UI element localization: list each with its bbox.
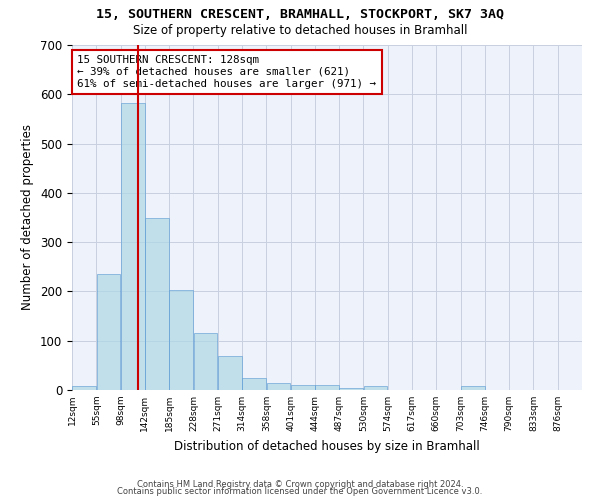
Bar [194, 334, 217, 390]
Bar [97, 274, 121, 390]
Bar [364, 386, 388, 390]
Bar [340, 388, 363, 390]
Y-axis label: Number of detached properties: Number of detached properties [22, 124, 34, 310]
Text: Contains HM Land Registry data © Crown copyright and database right 2024.: Contains HM Land Registry data © Crown c… [137, 480, 463, 489]
Text: Size of property relative to detached houses in Bramhall: Size of property relative to detached ho… [133, 24, 467, 37]
Bar [266, 382, 290, 390]
Text: Contains public sector information licensed under the Open Government Licence v3: Contains public sector information licen… [118, 487, 482, 496]
Bar [315, 385, 339, 390]
Bar [218, 356, 242, 390]
Bar [121, 102, 145, 390]
Bar [145, 218, 169, 390]
Bar [169, 290, 193, 390]
Text: 15 SOUTHERN CRESCENT: 128sqm
← 39% of detached houses are smaller (621)
61% of s: 15 SOUTHERN CRESCENT: 128sqm ← 39% of de… [77, 56, 376, 88]
Text: 15, SOUTHERN CRESCENT, BRAMHALL, STOCKPORT, SK7 3AQ: 15, SOUTHERN CRESCENT, BRAMHALL, STOCKPO… [96, 8, 504, 20]
X-axis label: Distribution of detached houses by size in Bramhall: Distribution of detached houses by size … [174, 440, 480, 452]
Bar [291, 385, 314, 390]
Bar [72, 386, 96, 390]
Bar [242, 378, 266, 390]
Bar [461, 386, 485, 390]
